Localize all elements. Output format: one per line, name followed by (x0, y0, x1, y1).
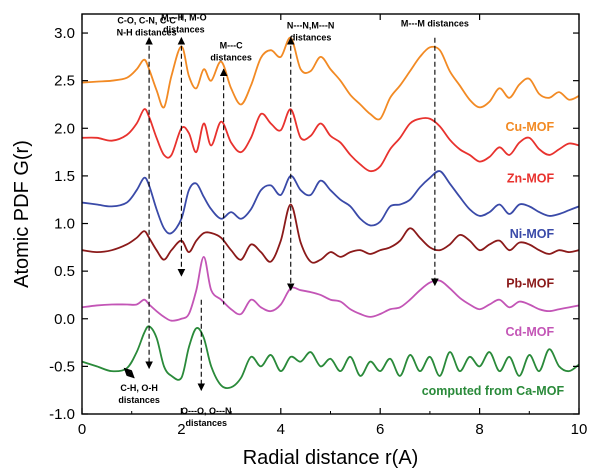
annotation-text-3-1: distances (290, 32, 332, 42)
annotation-text-1-0: M---H, M-O (161, 13, 206, 23)
y-tick-label-4: 1.0 (54, 216, 75, 233)
plot-frame (81, 13, 580, 415)
series-line-cd-mof (81, 255, 580, 322)
annotation-2: M---C distances (210, 40, 252, 305)
annotation-text-1-1: distances (163, 25, 205, 35)
series-line-computed-from-ca-mof (81, 325, 580, 390)
annotation-text-2-1: distances (210, 52, 252, 62)
x-tick-label-4: 8 (475, 421, 483, 438)
series-label-cu-mof: Cu-MOF (506, 120, 555, 134)
annotation-arrow-5 (123, 367, 135, 379)
annotation-5: C-H, O-H distances (118, 367, 160, 405)
y-tick-label-5: 1.5 (54, 168, 75, 185)
series-labels: Cu-MOF Zn-MOF Ni-MOF Pb-MOF Cd-MOF computed f… (422, 120, 565, 398)
annotation-text-0-0: C-O, C-N, C-C (117, 16, 176, 26)
annotation-text-5-1: distances (118, 395, 160, 405)
x-tick-label-3: 6 (376, 421, 384, 438)
annotation-text-0-1: N-H distances (117, 28, 177, 38)
y-tick-label-8: 3.0 (54, 25, 75, 42)
series-label-ni-mof: Ni-MOF (510, 227, 555, 241)
y-tick-label-3: 0.5 (54, 263, 75, 280)
x-tick-label-5: 10 (571, 421, 588, 438)
series-label-zn-mof: Zn-MOF (507, 172, 555, 186)
annotation-text-4-0: M---M distances (401, 18, 469, 28)
y-tick-label-1: -0.5 (49, 358, 75, 375)
x-axis-title: Radial distance r(A) (243, 447, 419, 468)
series-line-ni-mof (81, 170, 580, 235)
y-tick-label-0: -1.0 (49, 406, 75, 423)
series-label-pb-mof: Pb-MOF (506, 276, 554, 290)
y-tick-label-2: 0.0 (54, 311, 75, 328)
annotation-text-5-0: C-H, O-H (120, 383, 158, 393)
annotation-1: M---H, M-O distances (161, 13, 207, 277)
annotation-text-6-1: distances (185, 418, 227, 428)
x-tick-label-2: 4 (277, 421, 285, 438)
annotation-4: M---M distances (401, 18, 469, 287)
series-line-cu-mof (81, 36, 580, 121)
annotation-text-2-0: M---C (220, 40, 243, 50)
y-tick-label-7: 2.5 (54, 73, 75, 90)
x-tick-label-1: 2 (177, 421, 185, 438)
y-axis-title: Atomic PDF G(r) (11, 140, 33, 288)
series-label-cd-mof: Cd-MOF (506, 325, 555, 339)
series-label-computed-from-ca-mof: computed from Ca-MOF (422, 384, 565, 398)
annotation-0: C-O, C-N, C-C N-H distances (117, 16, 177, 370)
annotation-text-3-0: N---N,M---N (287, 20, 334, 30)
annotation-6: O---O, O---N distances (181, 299, 231, 428)
plot-area (81, 36, 580, 390)
annotation-text-6-0: O---O, O---N (181, 406, 231, 416)
x-tick-label-0: 0 (78, 421, 86, 438)
axes: 0 2 4 6 8 10 -1.0 -0.5 0.0 0.5 1.0 1.5 2.0 2.5 3.0 (49, 14, 587, 438)
series-line-pb-mof (81, 203, 580, 264)
annotation-3: N---N,M---N distances (287, 20, 334, 291)
series-line-zn-mof (81, 108, 580, 173)
y-tick-label-6: 2.0 (54, 120, 75, 137)
annotations: C-O, C-N, C-C N-H distances M---H, M-O dist… (117, 13, 469, 428)
